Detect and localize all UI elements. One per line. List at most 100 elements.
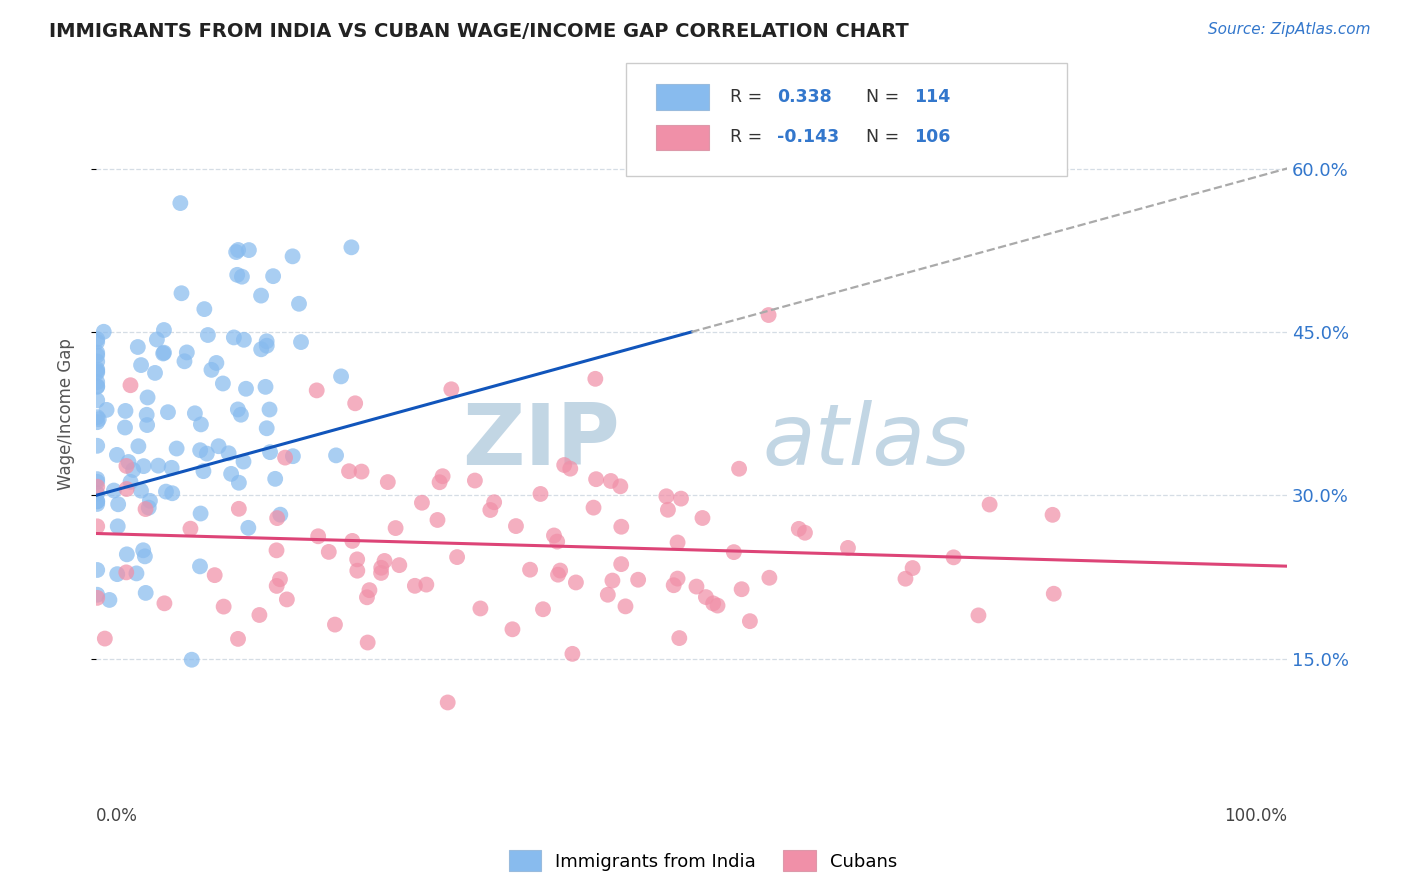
Text: IMMIGRANTS FROM INDIA VS CUBAN WAGE/INCOME GAP CORRELATION CHART: IMMIGRANTS FROM INDIA VS CUBAN WAGE/INCO…	[49, 22, 908, 41]
Point	[543, 528, 565, 542]
Point	[384, 521, 406, 535]
Point	[188, 443, 211, 458]
Point	[668, 631, 690, 645]
Point	[225, 245, 247, 260]
Point	[115, 547, 138, 561]
Point	[723, 545, 745, 559]
Point	[238, 521, 260, 535]
Point	[470, 601, 492, 615]
Point	[156, 405, 179, 419]
Point	[531, 602, 554, 616]
Point	[86, 497, 108, 511]
Text: 100.0%: 100.0%	[1223, 806, 1286, 824]
Point	[193, 464, 215, 478]
Point	[599, 474, 621, 488]
Point	[226, 402, 249, 417]
Point	[370, 561, 392, 575]
Point	[662, 578, 685, 592]
Point	[86, 393, 108, 408]
Point	[429, 475, 451, 490]
Point	[553, 458, 575, 472]
Point	[669, 491, 692, 506]
Point	[235, 382, 257, 396]
Point	[160, 486, 183, 500]
Point	[173, 354, 195, 368]
Point	[146, 333, 169, 347]
Point	[153, 345, 176, 359]
Point	[169, 196, 191, 211]
Point	[86, 410, 108, 425]
Point	[205, 356, 228, 370]
Text: N =: N =	[866, 128, 905, 146]
Point	[505, 519, 527, 533]
Point	[238, 243, 260, 257]
Point	[446, 550, 468, 565]
Point	[229, 408, 252, 422]
Point	[190, 507, 212, 521]
Point	[136, 391, 159, 405]
Point	[728, 461, 751, 475]
Point	[901, 561, 924, 575]
Point	[357, 635, 380, 649]
Point	[561, 647, 583, 661]
Point	[197, 328, 219, 343]
Point	[415, 577, 437, 591]
Point	[160, 460, 183, 475]
Point	[222, 330, 245, 344]
Point	[132, 543, 155, 558]
Point	[1042, 508, 1064, 522]
Point	[411, 496, 433, 510]
Point	[176, 345, 198, 359]
Point	[166, 442, 188, 456]
Point	[501, 622, 523, 636]
Point	[114, 420, 136, 434]
Point	[440, 382, 463, 396]
Point	[207, 439, 229, 453]
Point	[105, 448, 128, 462]
Point	[125, 566, 148, 581]
Point	[170, 286, 193, 301]
FancyBboxPatch shape	[655, 125, 709, 150]
Point	[259, 445, 281, 459]
Point	[426, 513, 449, 527]
Point	[226, 268, 249, 282]
Point	[143, 366, 166, 380]
Point	[190, 417, 212, 432]
Point	[86, 345, 108, 359]
Point	[614, 599, 637, 614]
Point	[666, 572, 689, 586]
Point	[582, 500, 605, 515]
Point	[979, 498, 1001, 512]
Point	[256, 339, 278, 353]
Point	[86, 380, 108, 394]
Point	[86, 472, 108, 486]
Point	[602, 574, 624, 588]
Point	[127, 340, 149, 354]
Point	[359, 583, 381, 598]
Point	[86, 563, 108, 577]
Point	[288, 297, 311, 311]
Point	[129, 358, 152, 372]
Point	[86, 354, 108, 368]
Point	[86, 362, 108, 376]
Point	[135, 586, 157, 600]
Point	[583, 372, 606, 386]
Point	[373, 554, 395, 568]
Point	[86, 480, 108, 494]
Point	[180, 653, 202, 667]
Point	[610, 520, 633, 534]
Point	[432, 469, 454, 483]
Point	[436, 696, 458, 710]
Point	[152, 346, 174, 360]
Point	[350, 465, 373, 479]
Point	[256, 334, 278, 349]
Point	[86, 494, 108, 508]
Point	[93, 325, 115, 339]
Point	[1042, 587, 1064, 601]
Point	[250, 343, 273, 357]
Point	[281, 449, 304, 463]
Text: R =: R =	[730, 128, 768, 146]
Point	[86, 439, 108, 453]
Point	[86, 348, 108, 362]
Text: ZIP: ZIP	[463, 401, 620, 483]
